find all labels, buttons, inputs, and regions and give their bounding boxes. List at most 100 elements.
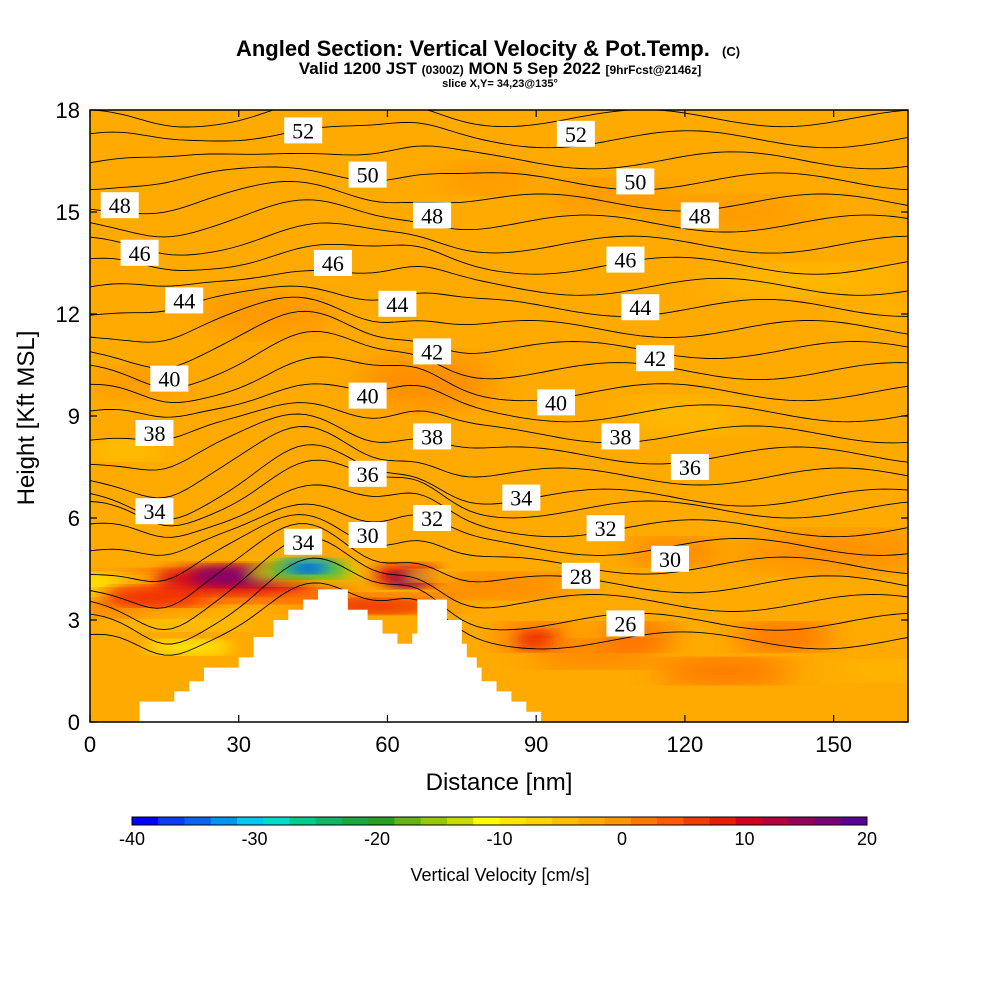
x-tick-label: 60 <box>375 732 399 757</box>
colorbar-swatch <box>289 817 317 825</box>
y-tick-label: 15 <box>56 200 80 225</box>
velocity-cell <box>734 534 908 570</box>
theta-label-text: 38 <box>143 421 165 446</box>
velocity-cell <box>199 294 338 334</box>
colorbar-tick-label: 10 <box>734 829 754 849</box>
colorbar-swatch <box>158 817 185 825</box>
theta-contour-line <box>90 330 908 389</box>
theta-contour-label: 32 <box>413 505 452 531</box>
theta-contour-label: 38 <box>413 423 452 450</box>
theta-contour-label: 30 <box>651 545 690 572</box>
colorbar-swatch <box>237 817 264 825</box>
theta-label-box <box>150 365 189 392</box>
colorbar-tick-label: -10 <box>486 829 512 849</box>
theta-label-box <box>348 161 387 188</box>
theta-contour-label: 36 <box>348 460 387 487</box>
x-axis: 0 30 60 90 120 150 <box>84 110 852 757</box>
theta-label-box <box>636 345 675 372</box>
theta-contour-line <box>90 356 908 404</box>
theta-contour-line <box>90 145 908 170</box>
colorbar-swatch <box>447 817 474 825</box>
theta-contour-line <box>90 537 908 631</box>
theta-label-text: 46 <box>614 248 636 273</box>
theta-contour-label: 44 <box>621 294 660 321</box>
theta-contour-labels: 52 52 50 50 48 48 48 46 46 46 44 44 44 42 42 40 40 40 38 38… <box>100 117 719 637</box>
colorbar-swatch <box>762 817 789 825</box>
theta-contour-line <box>90 426 908 499</box>
theta-label-box <box>348 522 387 548</box>
colorbar-swatch <box>525 817 553 825</box>
theta-contour-line <box>90 180 908 215</box>
colorbar-swatch <box>263 817 290 825</box>
theta-label-box <box>284 528 323 555</box>
theta-label-text: 36 <box>357 462 379 487</box>
velocity-cell <box>709 266 908 294</box>
velocity-cell <box>734 625 834 649</box>
theta-label-box <box>378 290 417 317</box>
colorbar-swatch <box>473 817 500 825</box>
theta-contour-line <box>90 557 908 645</box>
theta-contour-label: 40 <box>150 365 189 392</box>
colorbar-swatch <box>840 817 868 825</box>
velocity-cell <box>357 357 497 407</box>
y-tick-label: 3 <box>68 608 80 633</box>
theta-label-text: 52 <box>292 118 314 143</box>
theta-label-text: 48 <box>421 203 443 228</box>
theta-contour-label: 42 <box>413 338 452 365</box>
velocity-cell <box>516 632 557 649</box>
colorbar-swatch <box>578 817 605 825</box>
theta-label-text: 48 <box>689 203 711 228</box>
theta-label-box <box>413 202 452 229</box>
theta-contour-line <box>90 222 908 256</box>
colorbar-swatch <box>630 817 658 825</box>
theta-label-box <box>651 545 690 572</box>
colorbar-swatch <box>420 817 448 825</box>
theta-label-box <box>621 294 660 321</box>
theta-label-box <box>680 202 719 229</box>
theta-contour-line <box>90 383 908 423</box>
theta-label-box <box>413 423 452 450</box>
theta-contour-label: 48 <box>413 202 452 229</box>
x-tick-label: 120 <box>667 732 704 757</box>
theta-contour-line <box>90 265 908 296</box>
velocity-cell <box>144 641 234 654</box>
colorbar-swatch <box>735 817 763 825</box>
theta-label-box <box>313 250 352 276</box>
colorbar-frame <box>131 816 868 826</box>
theta-label-box <box>556 120 595 147</box>
theta-label-text: 34 <box>143 499 165 524</box>
colorbar-tick-label: -20 <box>364 829 390 849</box>
theta-label-box <box>135 420 174 446</box>
theta-contour-line <box>90 285 908 317</box>
theta-label-box <box>165 287 204 314</box>
theta-label-box <box>606 246 645 273</box>
chart-title: Angled Section: Vertical Velocity & Pot.… <box>236 36 740 61</box>
theta-label-text: 40 <box>357 384 379 409</box>
velocity-cell <box>833 662 908 680</box>
theta-contour-line <box>90 310 908 369</box>
theta-contour-label: 30 <box>348 522 387 548</box>
theta-label-text: 50 <box>624 169 646 194</box>
theta-label-text: 40 <box>545 390 567 415</box>
x-tick-label: 150 <box>815 732 852 757</box>
colorbar-swatch <box>604 817 632 825</box>
theta-contour-label: 48 <box>680 202 719 229</box>
theta-label-box <box>601 423 640 450</box>
theta-label-box <box>616 168 655 195</box>
theta-contour-label: 50 <box>616 168 655 195</box>
chart-subtitle: Valid 1200 JST (0300Z) MON 5 Sep 2022 [9… <box>299 59 701 78</box>
theta-label-text: 48 <box>109 193 131 218</box>
theta-label-text: 32 <box>421 506 443 531</box>
y-tick-label: 9 <box>68 404 80 429</box>
theta-label-text: 44 <box>173 288 195 313</box>
theta-contour-line <box>90 459 908 527</box>
theta-contour-label: 46 <box>120 239 159 266</box>
theta-label-box <box>284 117 323 144</box>
y-tick-label: 0 <box>68 710 80 735</box>
theta-contour-label: 32 <box>586 515 625 542</box>
theta-label-text: 40 <box>158 367 180 392</box>
theta-label-box <box>502 484 541 511</box>
colorbar-swatch <box>368 817 395 825</box>
theta-label-box <box>586 515 625 542</box>
theta-contour-line <box>90 523 908 609</box>
